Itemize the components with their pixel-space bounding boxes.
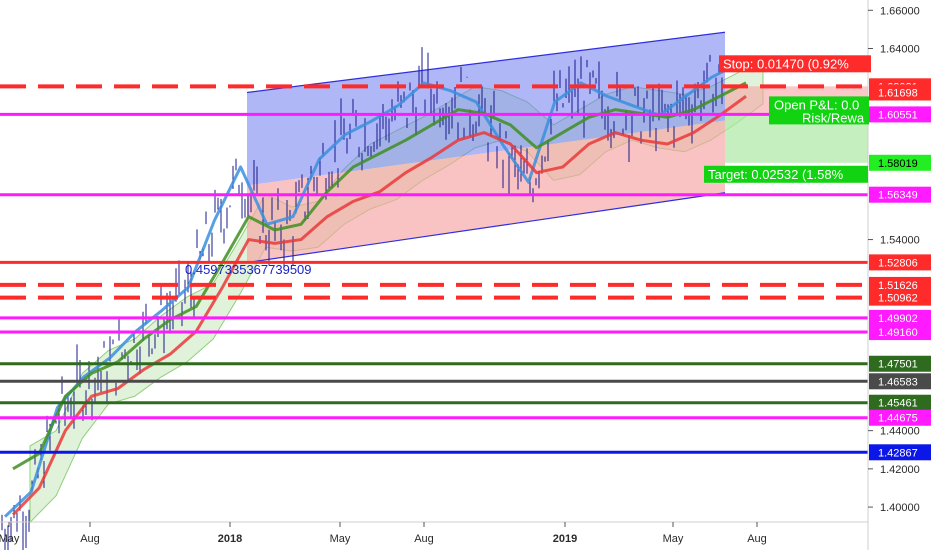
price-tag-box [869,254,931,271]
pnl-label-box [769,96,869,125]
stop-label-box [719,55,871,73]
price-tag-box [869,186,931,203]
price-tag-box [869,373,931,390]
price-tag-label: 1.58019 [878,158,918,170]
price-tag-box [869,324,931,341]
price-tag-label: 1.50962 [878,293,918,305]
price-tags-layer: 1.620211.605511.563491.528061.516261.509… [869,78,931,461]
price-tag-box [869,84,931,101]
price-tag-label: 1.44675 [878,413,918,425]
x-tick-label: Aug [80,533,100,545]
price-tag-box [869,309,931,326]
channel-upper-zone [247,32,725,186]
trade-zones-layer [246,31,868,264]
series-layer [3,62,747,518]
series-line-1 [3,62,739,518]
x-tick-label: May [330,533,351,545]
price-tag-label: 1.49160 [878,327,918,339]
price-tag-box [869,106,931,123]
stop-label: Stop: 0.01470 (0.92% [723,56,849,71]
target-label: Target: 0.02532 (1.58% [708,167,844,182]
price-tag-box [869,355,931,372]
pnl-label: Open P&L: 0.0 [774,97,859,112]
channel-upper-line [246,31,726,94]
price-tag-box [869,394,931,411]
price-tag-box [869,409,931,426]
x-tick-label: May [0,533,20,545]
price-tag-box [869,154,931,171]
price-tag-box [869,444,931,461]
risk-reward-label: Risk/Rewa [802,110,865,125]
channel-angle-label: 0.4597335367739509 [185,262,312,277]
price-tag-label: 1.52806 [878,257,918,269]
target-label-box [704,165,868,183]
price-tag-label: 1.60551 [878,109,918,121]
price-tag-label: 1.51626 [878,280,918,292]
price-tag-label: 1.56349 [878,190,918,202]
x-tick-label: 2019 [553,533,577,545]
series-line-2 [12,81,747,471]
channel-lower-zone [247,120,725,263]
x-tick-label: Aug [414,533,434,545]
levels-layer [0,84,868,454]
y-tick-label: 1.64000 [880,44,920,56]
price-tag-box [869,276,931,293]
x-tick-label: 2018 [218,533,242,545]
y-tick-label: 1.40000 [880,502,920,514]
price-tag-label: 1.46583 [878,376,918,388]
trade-labels-layer: Stop: 0.01470 (0.92% Open P&L: 0.0Risk/Re… [704,55,871,183]
price-tag-label: 1.45461 [878,398,918,410]
price-tag-box [869,289,931,306]
price-tag-label: 1.49902 [878,313,918,325]
x-tick-label: Aug [747,533,767,545]
channel-lower-line [246,192,726,264]
y-tick-label: 1.42000 [880,464,920,476]
series-line-3 [11,95,747,516]
y-tick-label: 1.44000 [880,426,920,438]
price-tag-label: 1.61698 [878,87,918,99]
price-tag-label: 1.47501 [878,359,918,371]
x-tick-label: May [663,533,684,545]
y-tick-label: 1.66000 [880,5,920,17]
price-tag-label: 1.42867 [878,447,918,459]
y-tick-label: 1.54000 [880,235,920,247]
